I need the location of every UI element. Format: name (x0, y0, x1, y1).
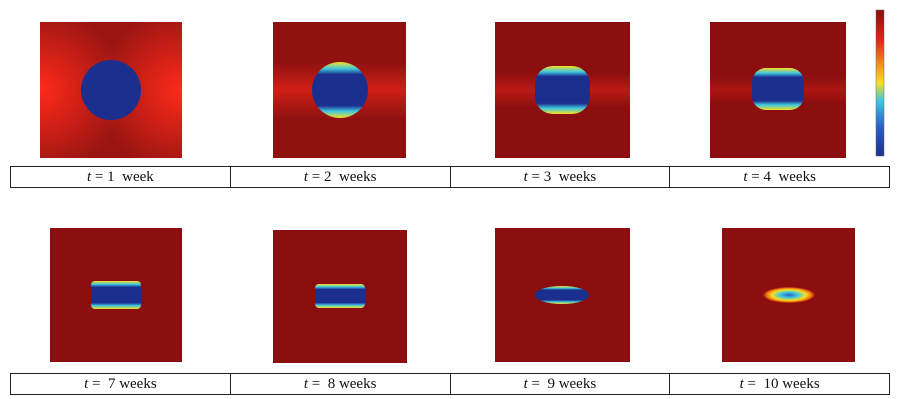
simulation-panel (273, 230, 407, 363)
time-variable: t (303, 168, 308, 185)
caption-text: = 3 weeks (527, 168, 597, 185)
simulation-panel (710, 22, 846, 158)
caption-text: = 8 weeks (307, 375, 377, 392)
caption-text: = 4 weeks (747, 168, 816, 185)
caption-cell: t = 9 weeks (449, 373, 671, 395)
time-variable: t (86, 168, 92, 185)
simulation-panel (50, 228, 182, 362)
caption-cell: t = 10 weeks (669, 373, 890, 395)
caption-table: t = 1 week t = 2 weeks t = 3 weeks t = 4 we… (10, 166, 890, 188)
time-variable: t (523, 375, 528, 392)
caption-cell: t = 1 week (10, 166, 231, 188)
colorbar (875, 9, 885, 157)
caption-cell: t = 2 weeks (229, 166, 451, 188)
caption-table: t = 7 weeks t = 8 weeks t = 9 weeks t = 10 … (10, 373, 890, 395)
simulation-panel (495, 228, 630, 362)
time-variable: t (303, 375, 308, 392)
time-variable: t (739, 375, 744, 392)
caption-cell: t = 3 weeks (449, 166, 671, 188)
time-variable: t (743, 168, 748, 185)
time-variable: t (84, 375, 89, 392)
caption-text: = 9 weeks (527, 375, 597, 392)
time-variable: t (523, 168, 528, 185)
caption-cell: t = 4 weeks (669, 166, 890, 188)
caption-cell: t = 8 weeks (229, 373, 451, 395)
caption-cell: t = 7 weeks (10, 373, 231, 395)
caption-text: = 10 weeks (743, 375, 820, 392)
simulation-panel (722, 228, 855, 362)
caption-text: = 2 weeks (307, 168, 377, 185)
simulation-panel (40, 22, 182, 158)
caption-text: = 7 weeks (88, 375, 157, 392)
simulation-panel (495, 22, 630, 158)
simulation-panel (273, 22, 406, 158)
caption-text: = 1 week (91, 168, 154, 185)
